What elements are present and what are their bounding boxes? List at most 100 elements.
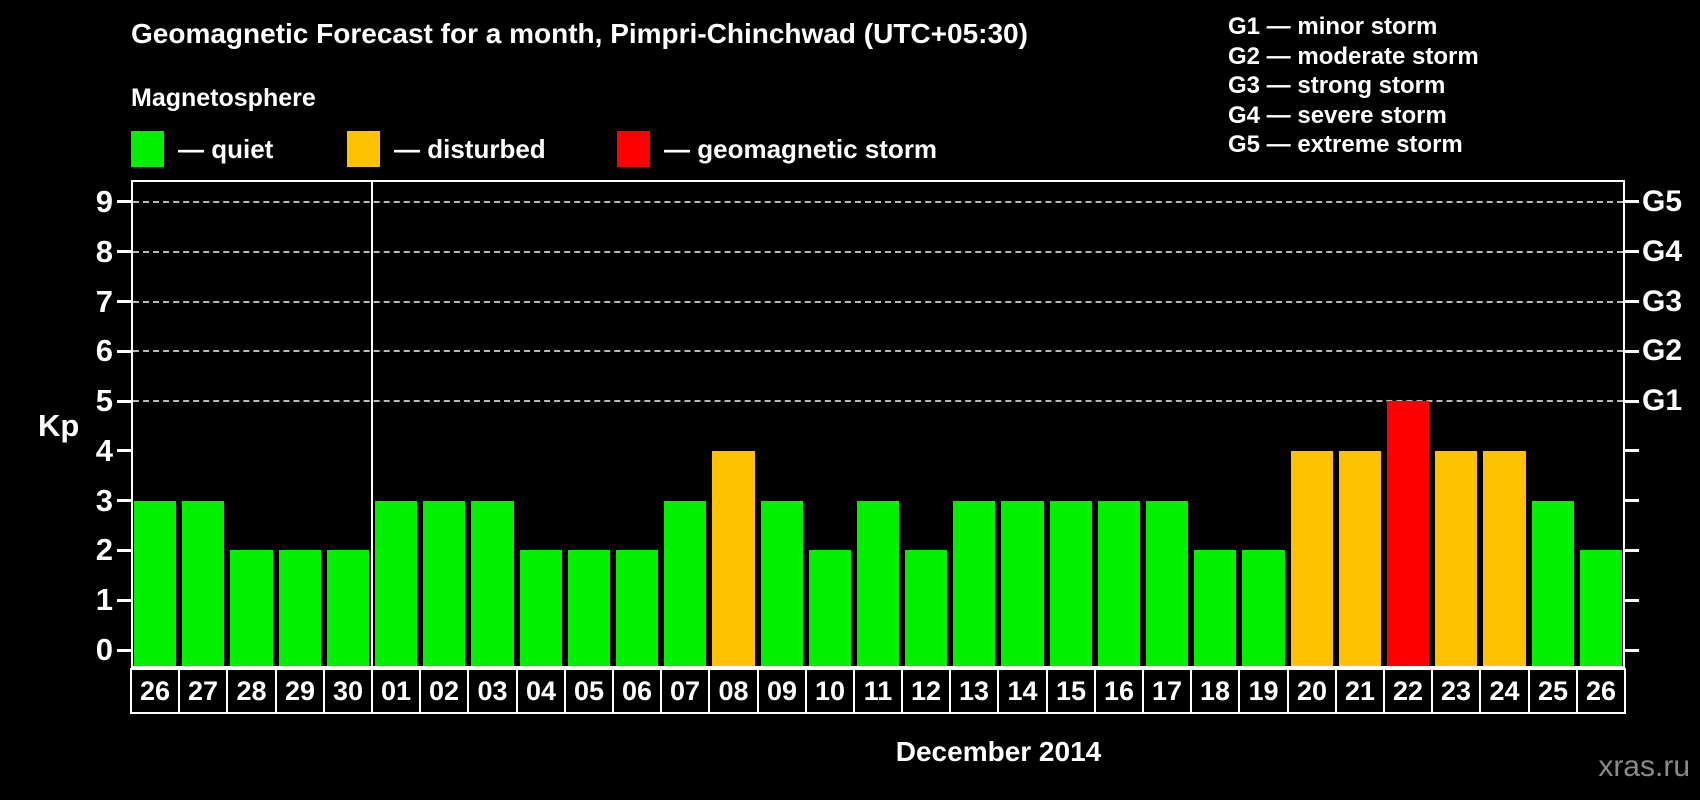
right-axis-label-g2: G2 (1642, 334, 1683, 368)
y-axis-tick (117, 499, 131, 503)
legend-item-disturbed: — disturbed (347, 131, 546, 167)
right-axis-tick (1625, 449, 1639, 453)
kp-bar-day-09 (760, 500, 803, 666)
y-axis-tick (117, 300, 131, 304)
kp-bar-day-23 (1435, 450, 1478, 666)
storm-color-swatch (617, 131, 650, 167)
day-label-cell: 16 (1094, 668, 1144, 714)
day-label-cell: 06 (612, 668, 662, 714)
y-tick-label: 5 (95, 383, 113, 419)
y-axis-tick (117, 598, 131, 602)
day-label-cell: 26 (130, 668, 180, 714)
kp-bar-day-02 (423, 500, 466, 666)
kp-bar-day-26 (1579, 550, 1622, 666)
kp-bar-day-10 (808, 550, 851, 666)
day-label-cell: 11 (853, 668, 903, 714)
y-axis-tick (117, 200, 131, 204)
kp-bar-day-19 (1242, 550, 1285, 666)
kp-bar-day-28 (230, 550, 273, 666)
day-label-cell: 21 (1335, 668, 1385, 714)
kp-bar-day-26 (134, 500, 177, 666)
right-axis-label-g1: G1 (1642, 384, 1683, 418)
day-label-cell: 25 (1528, 668, 1578, 714)
kp-bar-day-24 (1483, 450, 1526, 666)
y-tick-label: 7 (95, 283, 113, 319)
y-axis-tick (117, 449, 131, 453)
day-label-cell: 12 (901, 668, 951, 714)
day-label-cell: 22 (1383, 668, 1433, 714)
kp-bar-day-13 (953, 500, 996, 666)
day-label-cell: 04 (516, 668, 566, 714)
day-label-cell: 20 (1287, 668, 1337, 714)
legend-label: — geomagnetic storm (664, 133, 938, 164)
kp-bar-day-29 (278, 550, 321, 666)
kp-bar-day-17 (1146, 500, 1189, 666)
day-label-cell: 14 (997, 668, 1048, 714)
kp-bar-day-07 (664, 500, 707, 666)
kp-bar-day-14 (1001, 500, 1044, 666)
y-tick-label: 2 (95, 532, 113, 568)
day-label-cell: 19 (1238, 668, 1289, 714)
gridline-kp-7 (133, 300, 1623, 303)
kp-bar-day-21 (1338, 450, 1382, 666)
kp-bar-day-25 (1531, 500, 1574, 666)
y-axis-tick (117, 349, 131, 353)
y-tick-label: 9 (95, 183, 113, 219)
right-axis-tick (1625, 200, 1639, 204)
legend-item-storm: — geomagnetic storm (617, 131, 937, 167)
day-label-cell: 24 (1479, 668, 1530, 714)
quiet-color-swatch (131, 131, 164, 167)
kp-bar-day-16 (1097, 500, 1141, 666)
storm-scale-line-g4: G4 — severe storm (1228, 101, 1447, 129)
storm-scale-line-g1: G1 — minor storm (1228, 13, 1438, 40)
month-separator (370, 182, 373, 666)
y-tick-label: 4 (95, 432, 113, 468)
kp-bar-day-15 (1049, 500, 1092, 666)
right-axis-tick (1625, 548, 1639, 552)
kp-bar-day-22 (1387, 401, 1430, 666)
day-label-cell: 13 (949, 668, 999, 714)
kp-bar-day-20 (1290, 450, 1333, 666)
kp-bar-day-06 (615, 550, 659, 666)
day-label-cell: 02 (419, 668, 469, 714)
legend-item-quiet: — quiet (131, 131, 273, 167)
day-label-cell: 03 (467, 668, 518, 714)
storm-scale-line-g2: G2 — moderate storm (1228, 42, 1479, 70)
right-axis-tick (1625, 648, 1639, 652)
kp-bar-day-04 (519, 550, 562, 666)
day-label-cell: 18 (1190, 668, 1240, 714)
right-axis-tick (1625, 598, 1639, 602)
day-label-cell: 09 (757, 668, 807, 714)
right-axis-tick (1625, 349, 1639, 353)
kp-bar-day-11 (856, 500, 900, 666)
day-label-cell: 29 (275, 668, 325, 714)
legend-label: — disturbed (394, 133, 546, 164)
watermark: xras.ru (1598, 750, 1690, 783)
kp-bar-day-08 (712, 450, 755, 666)
day-label-cell: 27 (178, 668, 228, 714)
day-label-cell: 28 (226, 668, 277, 714)
kp-bar-day-18 (1194, 550, 1237, 666)
day-label-cell: 23 (1431, 668, 1481, 714)
gridline-kp-8 (133, 250, 1623, 253)
day-label-cell: 17 (1142, 668, 1192, 714)
y-tick-label: 3 (95, 482, 113, 518)
y-tick-label: 6 (95, 333, 113, 369)
right-axis-label-g4: G4 (1642, 234, 1683, 268)
day-label-cell: 10 (805, 668, 855, 714)
kp-bar-day-12 (905, 550, 948, 666)
kp-bar-day-01 (374, 500, 418, 666)
kp-bar-day-05 (567, 550, 610, 666)
y-tick-label: 1 (95, 582, 113, 618)
gridline-kp-6 (133, 350, 1623, 353)
right-axis-tick (1625, 250, 1639, 254)
legend-label: — quiet (178, 133, 274, 164)
day-label-cell: 05 (564, 668, 614, 714)
page-title: Geomagnetic Forecast for a month, Pimpri… (131, 18, 1028, 49)
kp-bar-day-30 (326, 550, 369, 666)
day-label-cell: 15 (1046, 668, 1096, 714)
day-label-cell: 07 (660, 668, 710, 714)
right-axis-tick (1625, 300, 1639, 304)
right-axis-label-g5: G5 (1642, 184, 1683, 218)
